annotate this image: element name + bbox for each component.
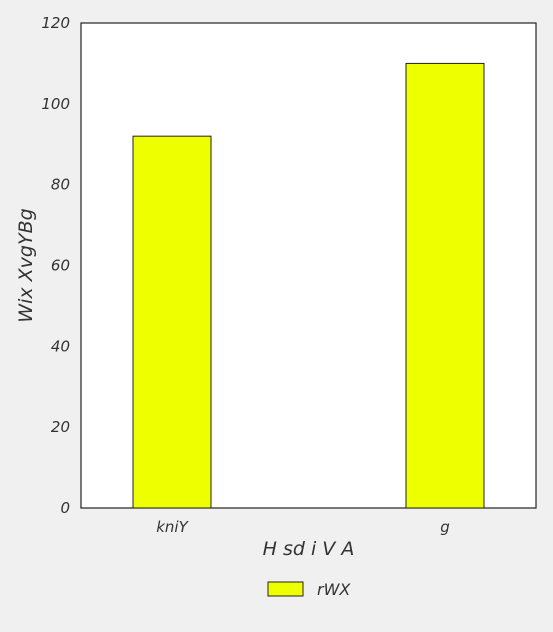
y-tick-label: 60 (51, 257, 70, 275)
bar (132, 135, 212, 509)
y-axis-ticks: 0 20 40 60 80 100 120 (41, 14, 70, 517)
y-tick-label: 80 (51, 176, 70, 194)
bar (405, 62, 485, 509)
y-tick-label: 120 (41, 14, 70, 32)
legend: rWX (267, 580, 351, 599)
x-axis-title: H sd i V A (263, 538, 355, 560)
x-axis-ticks: kniY g (156, 518, 450, 536)
y-tick-label: 100 (41, 95, 70, 113)
x-tick-label: g (440, 518, 450, 536)
x-tick-label: kniY (156, 518, 189, 536)
bar-series (132, 62, 485, 509)
legend-swatch (267, 581, 304, 597)
y-tick-label: 40 (51, 337, 70, 355)
legend-label: rWX (317, 580, 351, 599)
y-tick-label: 0 (60, 499, 70, 517)
y-axis-title: Wix XvgYBg (15, 208, 37, 322)
y-tick-label: 20 (51, 418, 70, 436)
